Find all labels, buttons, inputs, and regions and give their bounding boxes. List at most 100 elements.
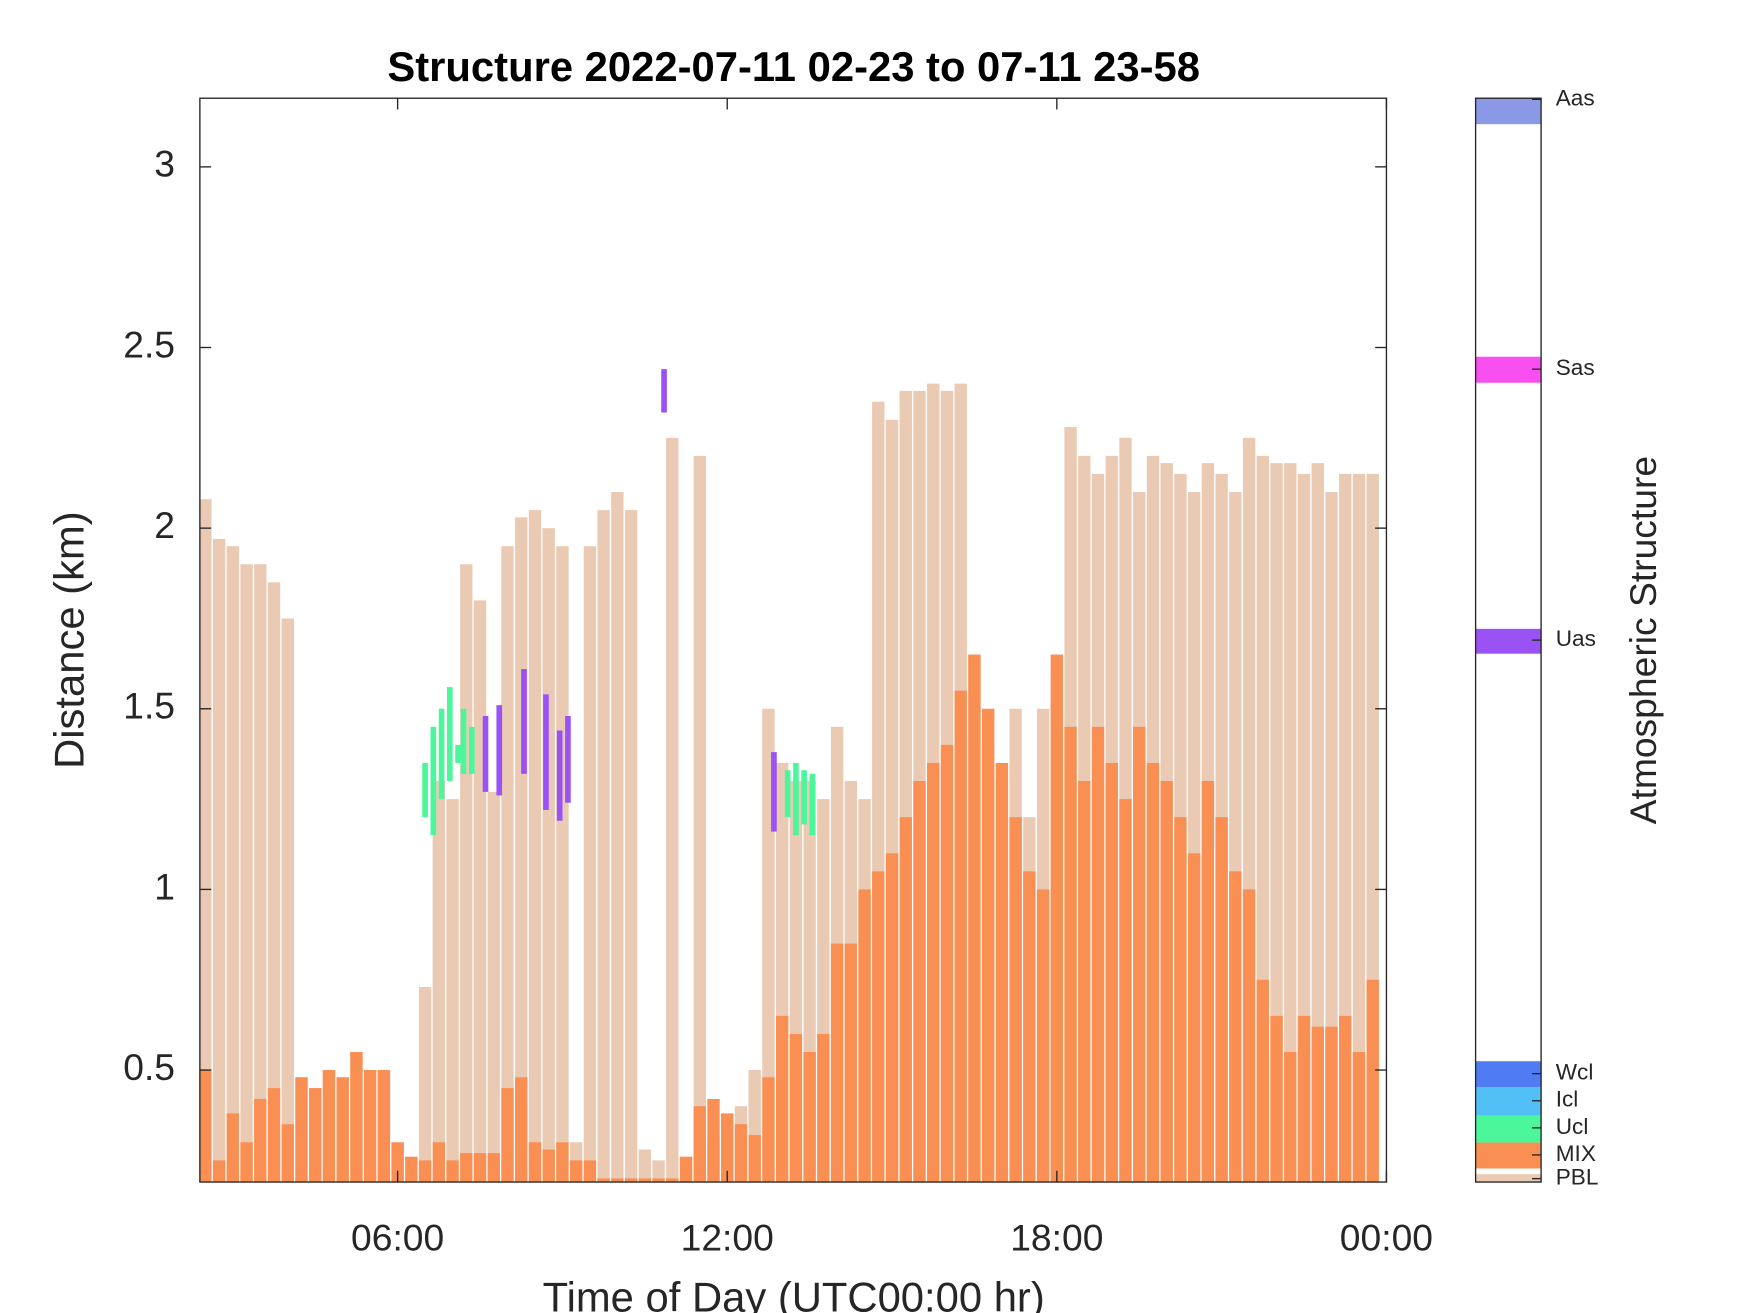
bar-pbl: [556, 546, 569, 1183]
bar-mix: [1023, 871, 1036, 1183]
bar-mix: [542, 1149, 555, 1183]
bar-pbl: [199, 499, 212, 1183]
bar-mix: [1064, 726, 1077, 1183]
bar-pbl: [652, 1160, 665, 1183]
bar-pbl: [1270, 463, 1283, 1183]
colorbar-swatch: [1475, 1115, 1542, 1143]
bar-mix: [377, 1070, 391, 1183]
bar-mix: [405, 1156, 418, 1183]
bar-mix: [940, 744, 954, 1183]
x-tick-label: 18:00: [1010, 1217, 1103, 1259]
bar-mix: [624, 1178, 638, 1183]
bar-mix: [817, 1033, 830, 1183]
bars: [199, 369, 1379, 1183]
colorbar-swatch: [1475, 98, 1542, 125]
bar-mix: [721, 1113, 734, 1183]
bar-mix: [803, 1051, 816, 1183]
bar-pbl: [611, 492, 624, 1183]
bar-mix: [226, 1113, 240, 1183]
layer-ucl: [809, 773, 816, 836]
colorbar-swatch: [1475, 628, 1542, 654]
bar-mix: [858, 889, 871, 1183]
layer-ucl: [455, 744, 461, 763]
bar-mix: [501, 1088, 514, 1183]
bar-pbl: [501, 546, 514, 1183]
bar-mix: [707, 1098, 720, 1183]
bar-mix: [885, 853, 899, 1183]
bar-mix: [748, 1135, 761, 1183]
bar-pbl: [542, 528, 555, 1183]
y-tick-label: 2.5: [123, 323, 175, 365]
y-tick-label: 1.5: [123, 685, 175, 727]
x-tick-label: 06:00: [351, 1217, 444, 1259]
bar-mix: [391, 1142, 404, 1183]
bar-mix: [1133, 726, 1146, 1183]
bar-mix: [1352, 1051, 1366, 1183]
bar-mix: [1311, 1026, 1324, 1183]
layer-ucl: [784, 770, 791, 818]
bar-pbl: [240, 564, 253, 1183]
bar-pbl: [487, 791, 500, 1183]
colorbar-swatch: [1475, 356, 1542, 383]
bar-mix: [899, 817, 912, 1183]
bar-mix: [1229, 871, 1242, 1183]
layer-uas: [771, 752, 777, 832]
layer-uas: [565, 715, 571, 803]
bar-pbl: [693, 455, 706, 1183]
colorbar-label: PBL: [1556, 1165, 1599, 1190]
bar-mix: [1146, 762, 1160, 1183]
y-tick-label: 0.5: [123, 1046, 175, 1088]
bar-mix: [1297, 1015, 1311, 1183]
colorbar-label: Atmospheric Structure: [1622, 456, 1664, 824]
layer-uas: [556, 730, 563, 821]
colorbar-label: Uas: [1556, 626, 1596, 651]
bar-mix: [350, 1051, 363, 1183]
bar-mix: [968, 654, 981, 1183]
bar-mix: [844, 943, 858, 1183]
colorbar-label: Sas: [1556, 355, 1595, 380]
bar-pbl: [638, 1149, 652, 1183]
bar-mix: [487, 1153, 500, 1183]
bar-mix: [995, 762, 1009, 1183]
bar-mix: [583, 1160, 597, 1183]
layer-uas: [661, 369, 667, 413]
bar-mix: [556, 1142, 569, 1183]
bar-mix: [1256, 979, 1270, 1183]
bar-mix: [1078, 781, 1091, 1183]
bar-mix: [432, 1142, 446, 1183]
bar-mix: [240, 1142, 253, 1183]
bar-pbl: [1311, 463, 1324, 1183]
y-axis-label: Distance (km): [45, 511, 92, 769]
bar-pbl: [460, 564, 473, 1183]
bar-mix: [775, 1015, 789, 1183]
layer-ucl: [460, 708, 467, 774]
x-tick-label: 12:00: [681, 1217, 774, 1259]
bar-mix: [872, 871, 885, 1183]
bar-mix: [762, 1077, 775, 1183]
bar-pbl: [226, 546, 240, 1183]
bar-pbl: [254, 564, 267, 1183]
bar-mix: [309, 1088, 322, 1183]
bar-pbl: [446, 799, 459, 1183]
layer-ucl: [468, 726, 475, 774]
bar-mix: [1174, 817, 1187, 1183]
bar-pbl: [432, 781, 446, 1183]
layer-uas: [482, 715, 489, 792]
bar-mix: [1215, 817, 1228, 1183]
colorbar-label: Ucl: [1556, 1114, 1589, 1139]
colorbar-swatch: [1475, 1142, 1542, 1169]
y-tick-label: 3: [154, 143, 175, 185]
chart-title: Structure 2022-07-11 02-23 to 07-11 23-5…: [387, 43, 1200, 90]
y-tick-label: 1: [154, 865, 175, 907]
x-tick-label: 00:00: [1340, 1217, 1433, 1259]
bar-mix: [913, 781, 926, 1183]
layer-ucl: [430, 726, 437, 836]
colorbar-swatch: [1475, 1061, 1542, 1088]
bar-mix: [322, 1070, 336, 1183]
bar-mix: [1119, 799, 1132, 1183]
layer-ucl: [793, 762, 799, 836]
colorbar-label: Icl: [1556, 1087, 1579, 1112]
bar-pbl: [212, 538, 226, 1183]
layer-uas: [521, 669, 527, 774]
